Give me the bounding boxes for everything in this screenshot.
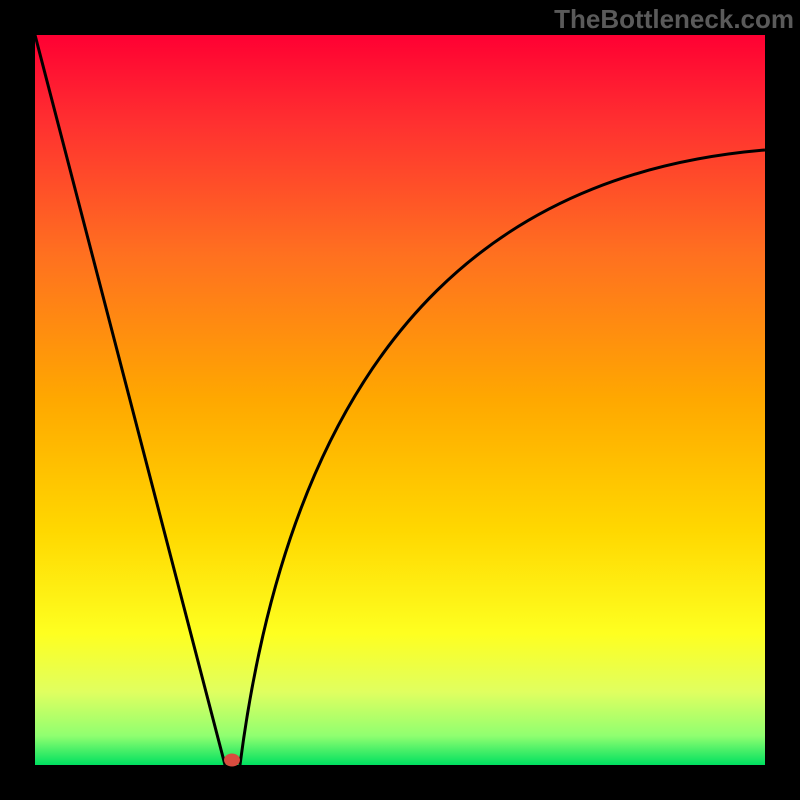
- minimum-marker: [224, 754, 240, 767]
- chart-container: TheBottleneck.com: [0, 0, 800, 800]
- gradient-rect: [35, 35, 765, 765]
- watermark-text: TheBottleneck.com: [554, 4, 794, 35]
- plot-area: [0, 0, 800, 800]
- curve-overlay: [0, 0, 800, 800]
